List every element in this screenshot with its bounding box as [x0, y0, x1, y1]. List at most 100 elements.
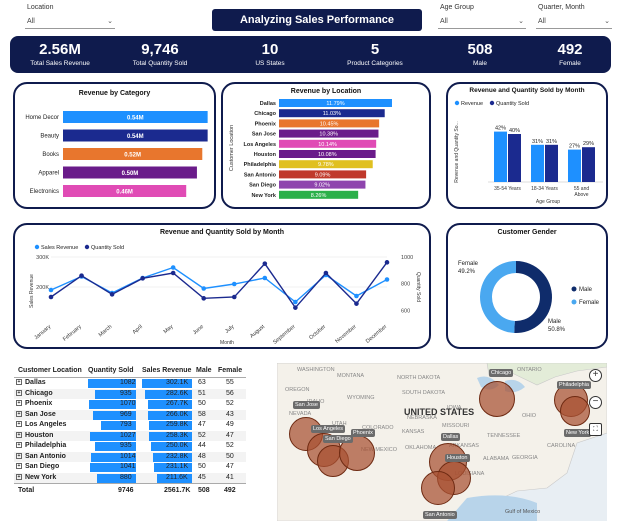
location-value-label: 9.09% [315, 172, 331, 178]
header-quantity-sold[interactable]: Quantity Sold [88, 367, 134, 374]
series-point-sales-revenue [48, 287, 54, 293]
location-value-label: 11.79% [326, 101, 344, 107]
quantity-bar [101, 421, 136, 430]
map-bubble-chicago[interactable] [479, 381, 515, 417]
month-tick-label: January [33, 324, 52, 341]
age-bar-quantity [545, 144, 558, 182]
revenue-by-category-chart: Home Decor 0.54M Beauty 0.54M Books 0.52M Appa… [25, 111, 208, 197]
age-group-filter[interactable]: All ⌄ [438, 16, 526, 29]
chevron-down-icon: ⌄ [604, 18, 610, 25]
header-male[interactable]: Male [196, 367, 212, 374]
legend-label-sales-revenue: Sales Revenue [41, 245, 78, 251]
zoom-in-button[interactable]: + [589, 369, 602, 382]
revenue-by-location-card: Revenue by Location Customer Location Dal… [221, 82, 431, 209]
revenue-bar [149, 431, 192, 441]
table-row[interactable]: + Los Angeles 793 259.8K 47 49 [14, 420, 246, 431]
location-bar [279, 109, 385, 118]
series-point-quantity-sold [293, 305, 298, 310]
header-customer-location[interactable]: Customer Location [18, 367, 82, 374]
kpi-male: 508 Male [450, 36, 510, 73]
map-label-philadelphia: Philadelphia [557, 381, 591, 389]
page-title: Analyzing Sales Performance [212, 9, 422, 31]
location-bar [279, 190, 359, 199]
expand-icon[interactable]: + [16, 400, 22, 407]
kpi-value: 492 [557, 41, 583, 58]
expand-icon[interactable]: + [16, 452, 22, 459]
age-bar-revenue [494, 131, 507, 182]
month-tick-label: July [224, 324, 236, 335]
customer-gender-card: Customer Gender Male 50.8% Female 49.2% Male… [446, 223, 608, 349]
total-male: 508 [198, 487, 210, 494]
table-body: + Dallas 1082 302.1K 63 55 + Chicago 935 282.6K 51… [14, 378, 246, 483]
table-row[interactable]: + Phoenix 1070 267.7K 50 52 [14, 399, 246, 410]
expand-icon[interactable]: + [16, 421, 22, 428]
zoom-out-button[interactable]: − [589, 396, 602, 409]
series-point-sales-revenue [170, 265, 176, 270]
expand-icon[interactable]: + [16, 463, 22, 470]
x-axis-label: Age Group [536, 199, 560, 205]
location-filter-value: All [27, 18, 35, 25]
expand-icon[interactable]: + [16, 442, 22, 449]
row-location: + Philadelphia [16, 441, 66, 452]
row-female: 49 [226, 421, 234, 428]
row-quantity: 1041 [120, 463, 136, 470]
row-male: 44 [198, 442, 206, 449]
monthly-trend-chart: Sales Revenue Quantity Sold Sales Revenue Q… [29, 244, 421, 346]
row-quantity: 1070 [120, 400, 136, 407]
table-row[interactable]: + Houston 1027 258.3K 52 47 [14, 430, 246, 441]
total-revenue: 2561.7K [164, 487, 191, 494]
expand-icon[interactable]: + [16, 473, 22, 480]
row-male: 45 [198, 473, 206, 481]
kpi-value: 10 [261, 41, 279, 58]
category-value-label: 0.52M [124, 153, 141, 159]
kpi-label: Female [559, 60, 581, 67]
table-row[interactable]: + Chicago 935 282.6K 51 56 [14, 388, 246, 399]
donut-slice-female [480, 261, 516, 333]
table-row[interactable]: + San Antonio 1014 232.8K 48 50 [14, 451, 246, 462]
row-female: 52 [226, 442, 234, 449]
row-female: 43 [226, 410, 234, 418]
header-sales-revenue[interactable]: Sales Revenue [142, 367, 192, 374]
table-row[interactable]: + San Diego 1041 231.1K 50 47 [14, 462, 246, 473]
series-point-sales-revenue [262, 275, 268, 281]
chart-title: Revenue and Quantity Sold by Month [469, 87, 585, 94]
month-tick-label: December [365, 324, 388, 345]
map-region-label: ONTARIO [517, 367, 542, 373]
fit-map-icon[interactable]: ⛶ [589, 423, 602, 436]
legend-label-male: Male [579, 287, 593, 293]
us-map[interactable]: MONTANA NORTH DAKOTA SOUTH DAKOTA WYOMIN… [277, 363, 607, 521]
expand-icon[interactable]: + [16, 410, 22, 417]
location-value-label: 11.03% [323, 111, 341, 117]
quarter-month-filter-label: Quarter, Month [538, 4, 585, 11]
expand-icon[interactable]: + [16, 389, 22, 396]
row-male: 52 [198, 431, 206, 439]
table-row[interactable]: + San Jose 969 266.0K 58 43 [14, 409, 246, 420]
expand-icon[interactable]: + [16, 379, 22, 386]
row-quantity: 1027 [120, 431, 136, 439]
location-label: Dallas [260, 101, 276, 107]
kpi-label: Male [472, 60, 488, 67]
table-row[interactable]: + New York 880 211.6K 45 41 [14, 472, 246, 483]
location-filter[interactable]: All ⌄ [25, 16, 115, 29]
series-point-quantity-sold [79, 273, 84, 278]
location-label: Houston [254, 152, 277, 158]
table-row[interactable]: + Dallas 1082 302.1K 63 55 [14, 378, 246, 389]
series-line-sales-revenue [50, 266, 388, 303]
expand-icon[interactable]: + [16, 431, 22, 438]
kpi-value: 5 [370, 41, 380, 58]
kpi-label: Product Categories [347, 60, 403, 67]
series-point-quantity-sold [201, 296, 207, 301]
map-bubble-new-york[interactable] [560, 396, 590, 426]
category-value-label: 0.54M [127, 116, 144, 122]
header-female[interactable]: Female [218, 367, 243, 374]
table-row[interactable]: + Philadelphia 935 250.0K 44 52 [14, 441, 246, 452]
legend-label-revenue: Revenue [461, 101, 483, 107]
quarter-month-filter[interactable]: All ⌄ [536, 16, 612, 29]
revenue-bar [148, 410, 192, 420]
revenue-bar [148, 400, 192, 409]
map-bubble-san-antonio[interactable] [421, 471, 455, 505]
y2-tick-label: 600 [401, 308, 410, 314]
location-label: San Diego [249, 183, 277, 189]
location-label: Phoenix [255, 121, 277, 127]
series-point-sales-revenue [354, 293, 359, 299]
